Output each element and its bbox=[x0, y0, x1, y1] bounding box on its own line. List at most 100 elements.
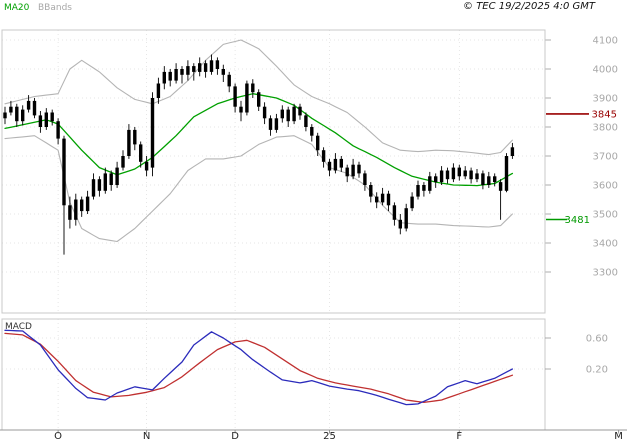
bollinger-bands bbox=[4, 39, 513, 243]
candle-body bbox=[109, 173, 113, 185]
candle-body bbox=[233, 86, 237, 107]
candle-body bbox=[410, 196, 414, 209]
bb-lower-line bbox=[4, 135, 513, 243]
price-tick-label: 3900 bbox=[593, 94, 618, 105]
month-label: 25 bbox=[323, 431, 336, 440]
macd-lines bbox=[4, 329, 514, 406]
resistance-level-label: 3845 bbox=[592, 109, 617, 120]
candle-body bbox=[416, 185, 420, 197]
candle-body bbox=[321, 150, 326, 162]
candle-body bbox=[398, 219, 402, 229]
candle-body bbox=[97, 179, 102, 191]
candle-body bbox=[62, 138, 66, 206]
price-tick-label: 3700 bbox=[593, 152, 618, 163]
candle-body bbox=[451, 167, 456, 180]
candle-body bbox=[180, 69, 184, 75]
candle-body bbox=[139, 144, 143, 162]
candle-body bbox=[481, 173, 485, 185]
candle-body bbox=[369, 185, 373, 197]
support-level-label: 3481 bbox=[565, 215, 590, 226]
candle-body bbox=[339, 158, 343, 168]
candle-body bbox=[434, 176, 438, 183]
price-tick-label: 4100 bbox=[593, 36, 618, 47]
candles-layer bbox=[3, 54, 515, 255]
candle-body bbox=[327, 161, 332, 171]
month-label: D bbox=[231, 431, 239, 440]
candle-body bbox=[345, 167, 349, 177]
candle-body bbox=[15, 106, 19, 122]
candle-body bbox=[192, 66, 196, 72]
candle-body bbox=[103, 173, 107, 191]
candle-body bbox=[9, 106, 13, 113]
candle-body bbox=[357, 164, 361, 174]
macd-line bbox=[4, 329, 514, 406]
month-gridlines bbox=[57, 30, 460, 430]
candle-body bbox=[510, 147, 515, 156]
macd-title: MACD bbox=[5, 322, 32, 332]
candle-body bbox=[80, 199, 84, 212]
candle-body bbox=[493, 176, 497, 183]
candle-body bbox=[162, 71, 166, 84]
month-label: N bbox=[143, 431, 150, 440]
candle-body bbox=[363, 173, 367, 185]
candle-body bbox=[475, 173, 479, 180]
candle-body bbox=[91, 179, 96, 197]
candle-body bbox=[50, 112, 54, 122]
candle-body bbox=[186, 66, 190, 75]
candle-body bbox=[487, 176, 491, 185]
macd-tick-label: 0.20 bbox=[586, 365, 608, 376]
candle-body bbox=[174, 69, 178, 81]
candle-body bbox=[268, 118, 273, 130]
candle-body bbox=[245, 83, 249, 113]
candle-body bbox=[504, 156, 509, 191]
candle-body bbox=[316, 135, 320, 151]
month-label: M bbox=[614, 431, 623, 440]
candle-body bbox=[469, 170, 473, 180]
candle-body bbox=[156, 83, 161, 98]
macd-axis-labels: 0.60 0.20 bbox=[545, 334, 608, 376]
candle-body bbox=[351, 164, 355, 177]
candle-body bbox=[386, 193, 391, 206]
candle-body bbox=[209, 60, 214, 72]
candle-body bbox=[85, 196, 90, 212]
macd-signal-line bbox=[4, 332, 514, 403]
candle-body bbox=[463, 170, 467, 177]
candle-body bbox=[498, 182, 503, 191]
candle-body bbox=[428, 176, 432, 191]
candle-body bbox=[198, 63, 202, 72]
candle-body bbox=[280, 109, 284, 119]
candle-body bbox=[26, 100, 31, 110]
candle-body bbox=[121, 156, 125, 168]
candle-body bbox=[286, 109, 290, 122]
bb-upper-line bbox=[4, 39, 513, 156]
candle-body bbox=[392, 205, 397, 220]
macd-tick-label: 0.60 bbox=[586, 334, 608, 345]
candle-body bbox=[304, 115, 308, 127]
candle-body bbox=[115, 167, 119, 185]
candle-body bbox=[68, 205, 72, 220]
candle-body bbox=[127, 129, 131, 156]
price-panel-frame bbox=[1, 29, 546, 314]
macd-label: MACD bbox=[5, 322, 32, 332]
candle-body bbox=[21, 109, 25, 122]
month-label: F bbox=[456, 431, 462, 440]
candle-body bbox=[274, 118, 279, 130]
candle-body bbox=[150, 98, 155, 168]
candle-body bbox=[262, 106, 267, 119]
candle-body bbox=[445, 170, 450, 180]
ma20-legend-label: MA20 bbox=[4, 3, 30, 13]
candle-body bbox=[239, 106, 243, 113]
candle-body bbox=[168, 71, 172, 81]
candle-body bbox=[32, 100, 37, 116]
candle-body bbox=[333, 158, 338, 171]
price-levels: 3845 3481 bbox=[546, 109, 617, 226]
candle-body bbox=[38, 115, 43, 127]
candle-body bbox=[457, 167, 461, 177]
copyright-text: © TEC 19/2/2025 4:0 GMT bbox=[463, 1, 595, 12]
price-gridlines bbox=[2, 39, 545, 273]
bbands-legend-label: BBands bbox=[38, 3, 72, 13]
candle-body bbox=[203, 63, 208, 72]
candle-body bbox=[56, 121, 60, 139]
